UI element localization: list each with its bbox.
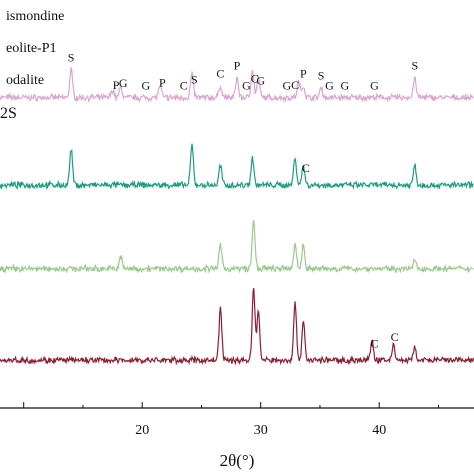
peak-annotation: S [318, 69, 325, 83]
x-tick-label: 20 [135, 423, 149, 438]
peak-annotation: S [191, 73, 198, 87]
peak-annotation: C [291, 78, 299, 92]
x-axis-label: 2θ(°) [220, 451, 255, 470]
legend-entry: eolite-P1 [6, 41, 57, 56]
xrd-series-line [0, 220, 474, 274]
x-axis: 20 30 40 [0, 402, 474, 438]
peak-annotation: C [251, 72, 259, 86]
peak-annotation: G [282, 79, 291, 93]
peak-annotation: G [325, 79, 334, 93]
x-tick-label: 30 [254, 423, 268, 438]
peak-annotation: P [234, 59, 241, 73]
peak-annotation: C [391, 330, 399, 344]
peak-annotation: P [300, 67, 307, 81]
peak-annotation: G [141, 79, 150, 93]
peak-annotation: G [119, 76, 128, 90]
peak-annotation: S [411, 59, 418, 73]
legend: ismondine eolite-P1 odalite 2S [0, 9, 64, 122]
x-tick-label: 40 [372, 423, 386, 438]
xrd-series-line [0, 143, 474, 191]
legend-entry: 2S [0, 105, 17, 122]
peak-annotation: C [180, 79, 188, 93]
legend-entry: ismondine [6, 9, 64, 24]
peak-annotation: G [340, 79, 349, 93]
peak-annotation: G [370, 79, 379, 93]
peak-annotation: G [256, 74, 265, 88]
peak-annotation: C [370, 336, 378, 350]
xrd-series-line [0, 287, 474, 366]
peak-annotation: C [302, 161, 310, 175]
xrd-series-line [0, 67, 474, 104]
peak-annotation: G [242, 79, 251, 93]
legend-entry: odalite [6, 73, 44, 88]
peak-annotation: S [68, 51, 75, 65]
peak-annotation: C [216, 67, 224, 81]
peak-annotation: P [159, 76, 166, 90]
peak-annotation: P [113, 78, 120, 92]
